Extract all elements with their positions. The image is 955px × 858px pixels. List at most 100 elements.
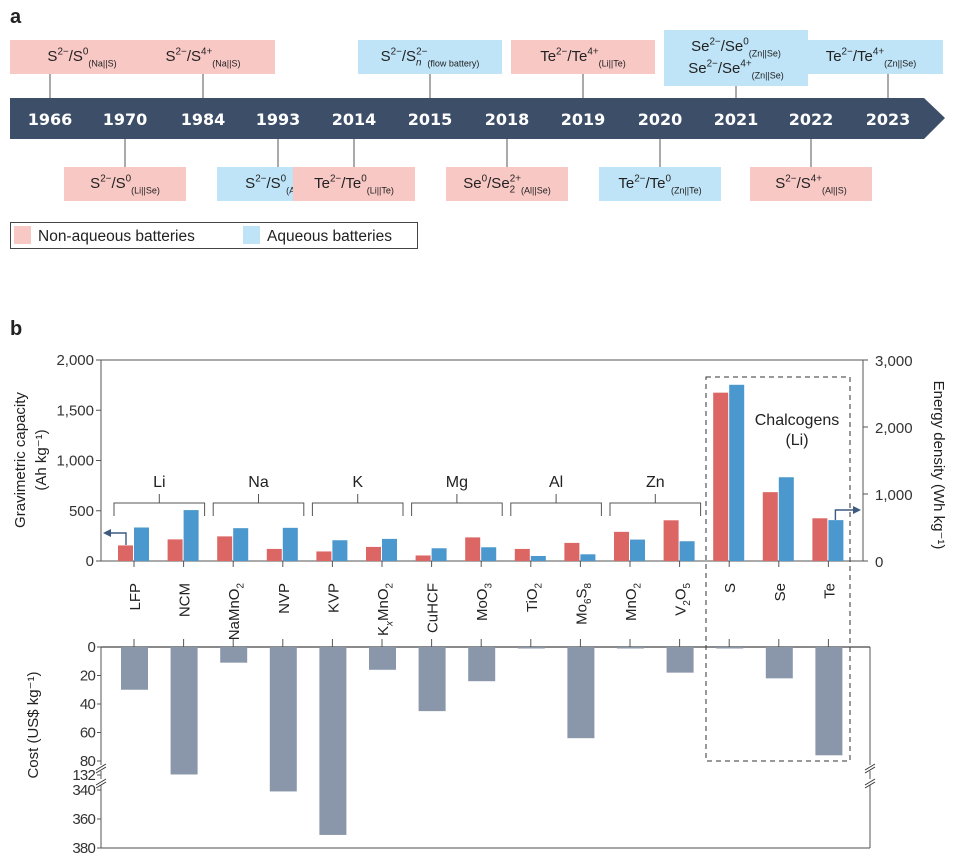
bar-energy-NCM (183, 510, 199, 561)
label-part: 2− (634, 174, 645, 185)
label-part: 3 (484, 583, 495, 589)
label-part: x (385, 620, 396, 627)
category-label-S: S (722, 583, 739, 593)
event-label: Te2−/Te4+(Li||Te) (540, 47, 626, 69)
label-part: S (47, 48, 57, 65)
cost-bar-KVP (319, 647, 347, 835)
bar-capacity-LFP (118, 545, 133, 561)
label-part: Te (826, 48, 842, 65)
cost-bar-KxMnO2 (369, 647, 396, 670)
label-part: /Te (853, 48, 873, 65)
label-part: 2− (176, 47, 187, 58)
label-part: (Li||Te) (367, 186, 394, 196)
cost-bar-TiO2 (517, 647, 545, 649)
year-label: 2022 (789, 110, 834, 129)
timeline-event-2019: 2019 Te2−/Te4+(Li||Te) (511, 40, 655, 129)
group-bracket-Zn (609, 494, 702, 516)
label-part: KVP (325, 583, 342, 613)
label-part: 4+ (811, 174, 822, 185)
label-part: NCM (177, 583, 194, 617)
legend-swatch-aqueous (243, 226, 260, 244)
label-part: K (375, 626, 392, 636)
event-label: S2−/S4+(Al||S) (775, 174, 846, 196)
bar-capacity-MoO3 (465, 537, 481, 561)
bar-energy-S (729, 384, 745, 561)
right-tick-label: 1,000 (875, 487, 913, 504)
label-part: /Se (487, 175, 510, 192)
bar-capacity-Mo6S8 (564, 542, 580, 561)
left-axis-title: (Ah kg⁻¹) (33, 429, 50, 490)
label-part: 5 (682, 583, 693, 589)
label-part: 2− (57, 47, 68, 58)
cost-bar-LFP (121, 647, 148, 690)
label-part: (Zn||Se) (752, 71, 784, 81)
bar-capacity-NCM (167, 539, 183, 561)
right-axis-pointer-arrow (834, 509, 855, 520)
label-part: NaMnO (226, 589, 243, 641)
bar-energy-Se (778, 477, 794, 561)
bar-energy-LFP (134, 527, 149, 561)
group-label-Mg: Mg (446, 474, 468, 491)
event-label: Se2−/Se4+(Zn||Se) (688, 59, 784, 81)
label-part: /S (797, 175, 811, 192)
label-part: 2− (330, 174, 341, 185)
label-part: 0 (665, 174, 671, 185)
bar-capacity-S (713, 392, 729, 561)
event-label: Te2−/Te0(Li||Te) (314, 174, 394, 196)
category-label-KxMnO2: KxMnO2 (375, 583, 396, 636)
label-part: 2 (385, 583, 396, 589)
timeline-legend: Non-aqueous batteries Aqueous batteries (10, 222, 418, 249)
bar-energy-TiO2 (530, 555, 546, 561)
panel-b-label: b (10, 318, 22, 340)
bar-energy-KxMnO2 (382, 538, 397, 561)
label-part: 2 (633, 583, 644, 589)
label-part: 0 (126, 174, 132, 185)
label-part: Se (691, 38, 709, 55)
category-label-MoO3: MoO3 (474, 583, 495, 622)
label-part: 0 (743, 37, 749, 48)
left-tick-label: 2,000 (56, 352, 94, 369)
label-part: (Li||Te) (599, 59, 626, 69)
axis-break-mark (864, 763, 876, 774)
category-label-KVP: KVP (325, 583, 342, 613)
category-label-Te: Te (821, 583, 838, 599)
bar-capacity-KxMnO2 (366, 546, 381, 561)
axis-break-mark (95, 763, 107, 774)
label-part: S (722, 583, 739, 593)
cost-tick-label: 20 (80, 668, 96, 685)
year-label: 1970 (103, 110, 148, 129)
cost-tick-label: 360 (72, 811, 95, 828)
label-part: 2 (236, 583, 247, 589)
label-part: 2− (391, 47, 402, 58)
label-part: S (166, 48, 176, 65)
label-part: 4+ (201, 47, 212, 58)
bar-energy-CuHCF (431, 548, 447, 561)
label-part: S (573, 589, 590, 599)
year-label: 2020 (638, 110, 683, 129)
label-part: (Na||S) (88, 59, 116, 69)
year-label: 2014 (332, 110, 377, 129)
label-part: /S (402, 48, 416, 65)
category-label-MnO2: MnO2 (623, 583, 644, 621)
label-part: 2 (533, 583, 544, 589)
label-part: /Te (341, 175, 361, 192)
year-label: 1984 (181, 110, 226, 129)
group-bracket-Na (212, 494, 305, 516)
left-tick-label: 0 (86, 553, 94, 570)
label-part: TiO (524, 589, 541, 613)
left-axis-title: Gravimetric capacity (12, 392, 29, 528)
year-label: 2015 (408, 110, 453, 129)
chalcogens-label: (Li) (785, 432, 808, 449)
timeline-event-2014: 2014 Te2−/Te0(Li||Te) (293, 110, 415, 201)
axis-break-mark (864, 778, 876, 789)
right-tick-label: 0 (875, 554, 883, 571)
label-part: 8 (583, 583, 594, 589)
label-part: /Te (645, 175, 665, 192)
label-part: LFP (127, 583, 144, 611)
label-part: 2− (709, 37, 720, 48)
label-part: MnO (375, 589, 392, 622)
label-part: 0 (281, 174, 287, 185)
year-label: 2019 (561, 110, 606, 129)
event-label: S2−/S0(Li||Se) (90, 174, 160, 196)
